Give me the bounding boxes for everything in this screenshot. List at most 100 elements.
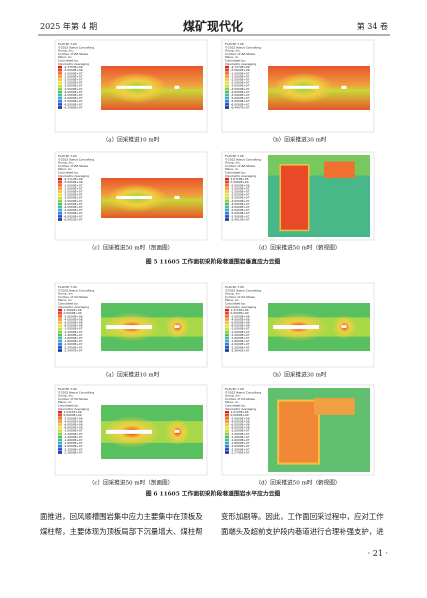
legend-line: Volumetric Averaging (58, 62, 89, 66)
panel-caption: （a）回采推进10 m时 (103, 371, 160, 379)
legend-swatch (225, 69, 229, 72)
legend-swatch (58, 69, 62, 72)
legend-value: -2.0000E+07 (64, 190, 83, 194)
legend-value: -2.2000E+07 (64, 447, 83, 451)
legend-line: FLAC3D 7.00 (58, 42, 77, 46)
legend-swatch (225, 72, 229, 75)
legend-swatch (225, 100, 229, 103)
legend-swatch (225, 187, 229, 190)
legend-value: -1.2000E+07 (64, 330, 83, 334)
legend-swatch (225, 432, 229, 436)
legend-swatch (225, 441, 229, 445)
legend-value: -1.6000E+07 (231, 336, 250, 340)
legend-line: Contour of XX-Stress (58, 295, 88, 299)
legend-value: 2.6718E+05 (231, 177, 249, 181)
legend-value: -6.5052E+07 (64, 217, 83, 221)
legend-value: -8.0000E+06 (64, 324, 83, 328)
legend-swatch (58, 432, 62, 436)
legend-line: Calculated by: (58, 171, 79, 175)
legend-swatch (58, 321, 62, 324)
legend-value: -2.0000E+07 (231, 78, 250, 82)
legend-swatch (58, 336, 62, 340)
legend-swatch (58, 78, 62, 81)
legend-line: ©2022 Itasca Consulting (58, 45, 94, 49)
legend-swatch (225, 336, 229, 340)
legend-value: -4.5000E+07 (64, 205, 83, 209)
legend-line: Contour of XX-Stress (225, 397, 255, 401)
legend-swatch (225, 75, 229, 78)
legend-swatch (225, 321, 229, 324)
body-line: 面推进，回风顺槽围岩集中应力主要集中在顶板及 (40, 512, 203, 521)
legend-line: Group, Inc. (58, 49, 74, 53)
legend-line: Plane: on (225, 400, 239, 404)
legend-value: -2.0000E+06 (231, 416, 250, 420)
legend-value: -1.5000E+07 (231, 74, 250, 78)
panel-caption: （a）回采推进10 m时 (103, 136, 160, 144)
legend-swatch (225, 318, 229, 321)
legend-value: -2.0000E+07 (231, 193, 250, 197)
legend-value: -6.4407E+07 (231, 105, 250, 109)
legend-value: -5.0000E+07 (64, 96, 83, 100)
body-line: 面端头及超前支护段内巷道进行合理补强支护，进 (221, 527, 384, 536)
legend-line: Plane: on (225, 55, 239, 59)
legend-line: Calculated by: (225, 404, 246, 408)
legend-swatch (58, 445, 62, 448)
legend-swatch (225, 193, 229, 196)
legend-value: -1.0000E+07 (231, 429, 250, 433)
legend-line: Volumetric Averaging (58, 407, 89, 411)
legend-swatch (58, 343, 62, 346)
legend-value: -3.5000E+07 (64, 199, 83, 203)
panel-caption: （c）回采推进50 m时（剖面图） (89, 479, 173, 487)
legend-swatch (225, 426, 229, 429)
panel-caption: （b）回采推进30 m时 (270, 371, 327, 379)
legend-swatch (225, 199, 229, 203)
legend-line: Plane: on (58, 167, 72, 171)
legend-value: -6.0000E+06 (231, 423, 250, 427)
legend-swatch (58, 451, 62, 454)
legend-value: -1.4000E+07 (64, 435, 83, 439)
legend-swatch (225, 312, 229, 315)
legend-swatch (225, 215, 229, 218)
legend-value: -2.5000E+07 (64, 193, 83, 197)
legend-line: FLAC3D 7.00 (225, 42, 244, 46)
legend-value: -6.0000E+07 (64, 102, 83, 106)
legend-swatch (225, 315, 229, 318)
legend-swatch (58, 312, 62, 315)
legend-line: Contour of ZZ-Stress (58, 52, 88, 56)
legend-line: Volumetric Averaging (225, 407, 256, 411)
legend-line: Contour of XX-Stress (58, 397, 88, 401)
legend-value: -1.8000E+07 (231, 339, 250, 343)
legend-value: -2.0000E+06 (231, 314, 250, 318)
legend-line: ©2022 Itasca Consulting (225, 45, 261, 49)
contour-zone (313, 398, 355, 415)
legend-value: -4.0000E+07 (64, 202, 83, 206)
legend-swatch (225, 78, 229, 81)
legend-value: -2.0000E+07 (64, 444, 83, 448)
legend-swatch (58, 218, 62, 221)
legend-value: -5.0000E+07 (231, 211, 250, 215)
legend-swatch (58, 330, 62, 334)
legend-swatch (225, 410, 229, 414)
legend-swatch (225, 205, 229, 209)
legend-swatch (58, 438, 62, 442)
legend-swatch (58, 318, 62, 321)
legend-line: Group, Inc. (225, 49, 241, 53)
panel-caption: （b）回采推进30 m时 (270, 136, 327, 144)
legend-swatch (58, 202, 62, 206)
legend-swatch (225, 327, 229, 331)
legend-value: -2.3858E+07 (64, 450, 83, 454)
legend-line: Group, Inc. (58, 161, 74, 165)
legend-line: Group, Inc. (225, 292, 241, 296)
legend-value: -4.5000E+07 (231, 208, 250, 212)
legend-value: -4.0000E+07 (64, 90, 83, 94)
legend-value: -2.0000E+06 (64, 314, 83, 318)
legend-line: FLAC3D 7.00 (225, 387, 244, 391)
legend-value: -1.2000E+07 (231, 330, 250, 334)
legend-swatch (225, 445, 229, 448)
legend-swatch (58, 417, 62, 420)
legend-swatch (225, 65, 229, 69)
legend-value: -8.0000E+06 (231, 426, 250, 430)
legend-value: -1.8000E+07 (64, 441, 83, 445)
goaf (116, 85, 152, 89)
legend-swatch (225, 84, 229, 88)
